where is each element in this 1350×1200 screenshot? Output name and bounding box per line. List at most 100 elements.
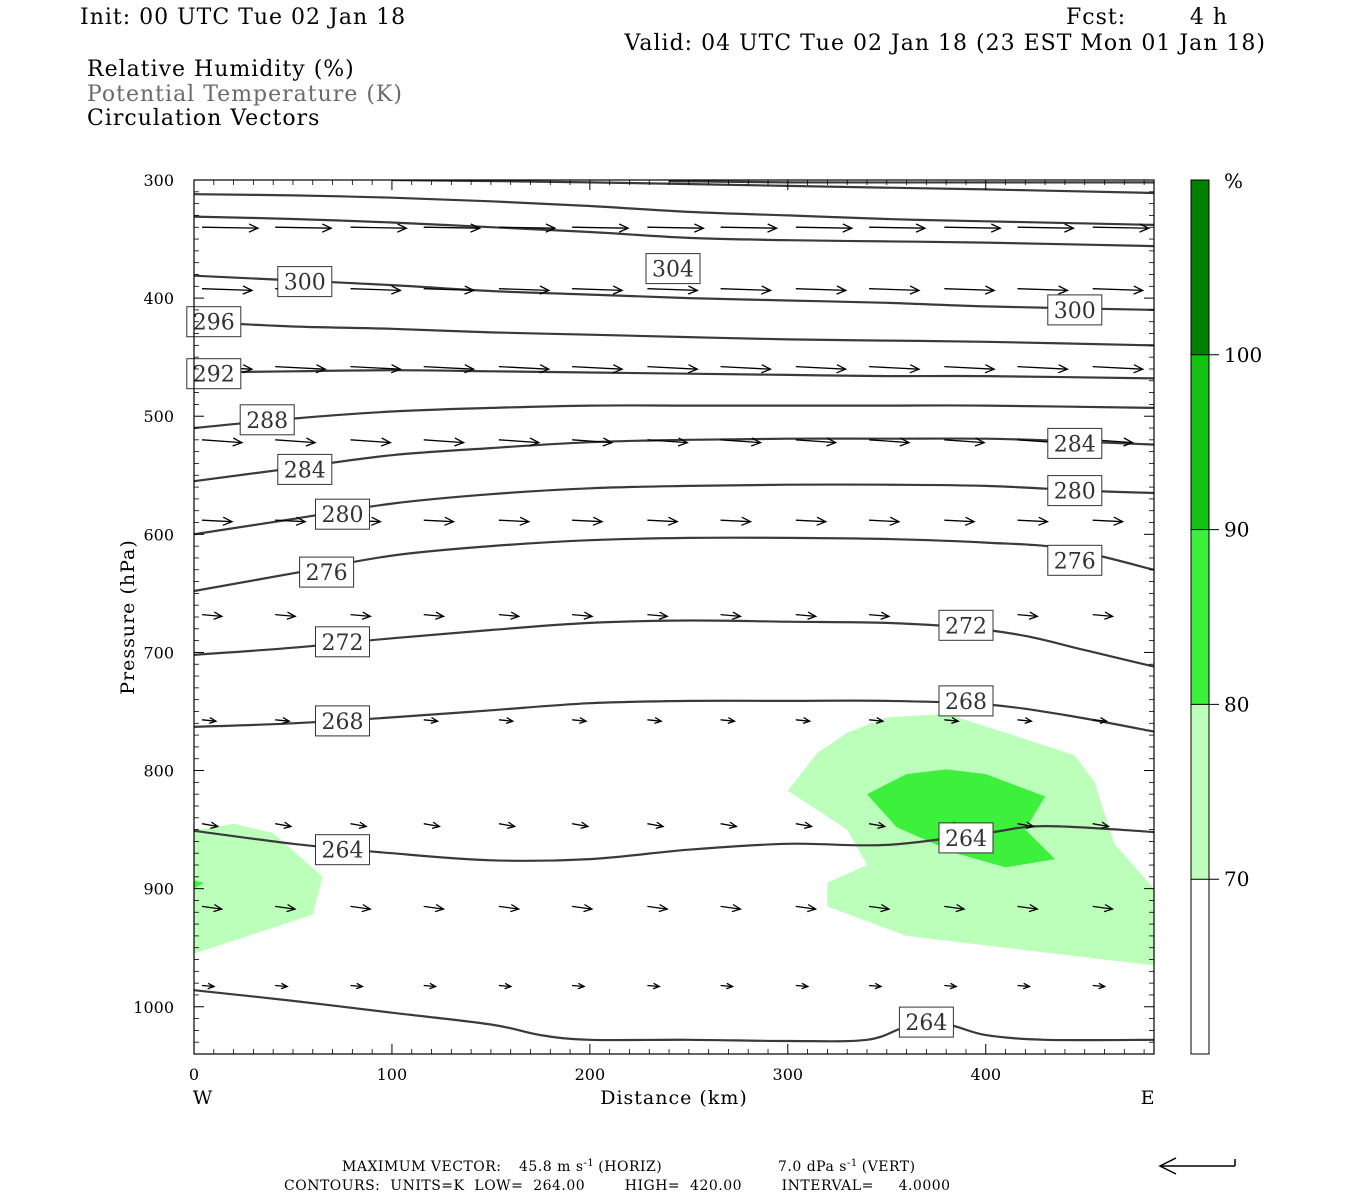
vector-shaft	[647, 519, 678, 523]
vector-head	[248, 223, 260, 233]
vector-3-5	[572, 437, 614, 447]
vector-shaft	[423, 719, 438, 722]
vector-3-0	[201, 437, 244, 447]
x-tick-label: 200	[575, 1065, 606, 1084]
vector-9-10	[944, 982, 958, 990]
vector-head	[434, 903, 446, 913]
label-box	[315, 626, 370, 658]
vector-shaft	[869, 905, 889, 910]
vector-6-12	[1092, 717, 1109, 725]
vector-7-9	[868, 821, 887, 830]
label-text: 288	[246, 409, 288, 434]
x-tick-label: 300	[773, 1065, 804, 1084]
vector-head	[1024, 717, 1033, 725]
vector-shaft	[868, 823, 885, 828]
vector-2-7	[720, 364, 773, 374]
vector-head	[750, 437, 763, 447]
vector-head	[826, 437, 838, 447]
vector-8-7	[720, 903, 742, 913]
vector-head	[583, 611, 594, 620]
vector-2-3	[423, 364, 476, 374]
vector-shaft	[795, 519, 826, 523]
label-text: 296	[193, 311, 235, 336]
vector-4-7	[720, 516, 753, 526]
vector-4-8	[795, 516, 828, 526]
vector-8-11	[1017, 903, 1039, 913]
vector-head	[519, 516, 531, 526]
theta-label-264-1: 264	[938, 822, 994, 854]
vector-shaft	[201, 905, 222, 910]
vector-7-12	[1092, 821, 1111, 830]
vector-head	[431, 821, 441, 830]
vector-head	[213, 903, 224, 913]
label-text: 280	[322, 503, 364, 528]
vector-shaft	[647, 226, 704, 229]
vector-head	[539, 364, 551, 374]
vector-head	[232, 437, 244, 447]
vector-head	[242, 364, 254, 374]
vector-head	[694, 223, 705, 233]
vector-shaft	[498, 288, 549, 292]
vector-head	[1098, 982, 1107, 990]
vector-7-11	[1017, 821, 1035, 830]
label-box	[315, 705, 370, 737]
colorbar-level-label: 70	[1224, 867, 1249, 891]
vector-shaft	[275, 613, 296, 618]
vector-shaft	[795, 613, 816, 618]
vector-shaft	[647, 984, 660, 988]
vector-head	[1133, 285, 1145, 295]
label-text: 264	[322, 839, 364, 864]
colorbar-band-1	[1191, 354, 1209, 530]
vector-shaft	[498, 823, 515, 828]
colorbar-level-label: 100	[1224, 343, 1262, 367]
vector-shaft	[720, 905, 741, 910]
vector-head	[807, 903, 818, 913]
vector-shaft	[720, 365, 771, 370]
vector-shaft	[1017, 823, 1034, 828]
init-time: Init: 00 UTC Tue 02 Jan 18	[80, 5, 406, 30]
vector-head	[390, 364, 402, 374]
vector-8-8	[795, 903, 818, 913]
vector-head	[1028, 903, 1039, 913]
label-text: 268	[945, 690, 987, 715]
label-text: 272	[945, 614, 987, 639]
vector-7-4	[498, 821, 517, 830]
vector-0-0	[201, 223, 260, 233]
vector-shaft	[1092, 613, 1113, 618]
theta-contour-272-3	[194, 619, 1154, 668]
theta-label-288-0: 288	[239, 404, 295, 436]
vector-1-0	[201, 285, 254, 295]
label-text: 276	[1054, 549, 1096, 574]
vector-shaft	[201, 719, 216, 722]
y-tick-label: 1000	[133, 998, 174, 1017]
colorbar: 100 90 80 70	[1190, 179, 1262, 1055]
vector-shaft	[647, 439, 688, 444]
vector-3-4	[498, 437, 541, 447]
vector-shaft	[869, 719, 884, 722]
label-box	[315, 498, 370, 530]
vector-head	[1103, 903, 1115, 913]
vector-shaft	[423, 519, 454, 523]
vector-shaft	[275, 365, 326, 370]
footer-max-vector: MAXIMUM VECTOR: 45.8 m s-1 (HORIZ) 7.0 dP…	[342, 1158, 916, 1175]
vector-head	[761, 285, 773, 295]
vector-1-5	[572, 285, 624, 295]
vector-9-6	[647, 982, 661, 990]
theta-contour-288-7	[194, 404, 1154, 430]
vector-shaft	[1017, 719, 1032, 722]
vector-head	[361, 903, 372, 913]
vector-3-2	[350, 437, 392, 447]
label-text: 264	[905, 1011, 947, 1036]
vector-0-8	[795, 223, 854, 233]
vector-6-4	[498, 717, 515, 725]
vector-shaft	[795, 226, 852, 229]
vector-1-8	[795, 285, 848, 295]
vector-7-6	[647, 821, 665, 830]
vector-shaft	[869, 613, 890, 618]
field-theta-label: Potential Temperature (K)	[87, 82, 403, 107]
vector-shaft	[201, 823, 218, 828]
y-axis-title: Pressure (hPa)	[117, 539, 139, 695]
theta-label-264-0: 264	[315, 834, 370, 866]
colorbar-band-0	[1191, 180, 1209, 355]
theta-contour-304-11	[194, 215, 1154, 248]
